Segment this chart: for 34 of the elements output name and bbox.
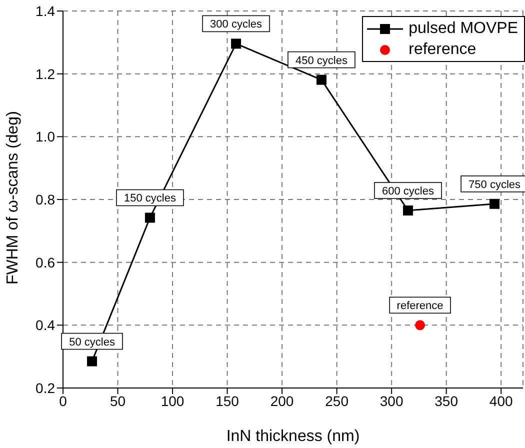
legend-label: reference [408,40,476,58]
y-tick-label: 0.4 [36,317,56,334]
x-tick-label: 150 [216,392,240,409]
y-tick-label: 1.2 [36,66,56,82]
point [490,198,500,209]
annotation: 150 cycles [124,192,176,205]
x-tick-label: 400 [489,392,513,409]
x-tick-label: 0 [59,392,68,409]
y-tick-label: 0.2 [36,380,56,396]
y-tick-label: 1.0 [36,128,56,145]
annotation: 750 cycles [468,178,521,191]
x-tick-label: 50 [110,392,126,409]
y-tick-label: 0.6 [36,254,56,270]
x-tick-label: 300 [380,392,404,409]
point [87,356,98,366]
x-tick-label: 200 [270,392,294,409]
y-axis-title: FWHM of ω-scans (deg) [4,111,22,284]
annotation: 600 cycles [382,185,434,198]
x-axis-title: InN thickness (nm) [226,428,360,445]
annotation: 300 cycles [210,18,263,31]
annotation: 50 cycles [69,336,116,348]
point [316,74,326,85]
x-tick-label: 350 [434,392,458,409]
x-tick-label: 100 [160,392,184,409]
annotation: 450 cycles [295,54,348,67]
point [144,212,155,223]
y-tick-label: 1.4 [36,2,56,19]
point [415,320,426,330]
point [231,38,242,49]
legend-label: pulsed MOVPE [408,20,518,38]
y-tick-label: 0.8 [36,191,56,208]
annotation: reference [396,300,444,312]
x-tick-label: 250 [325,392,349,409]
point [403,205,413,216]
